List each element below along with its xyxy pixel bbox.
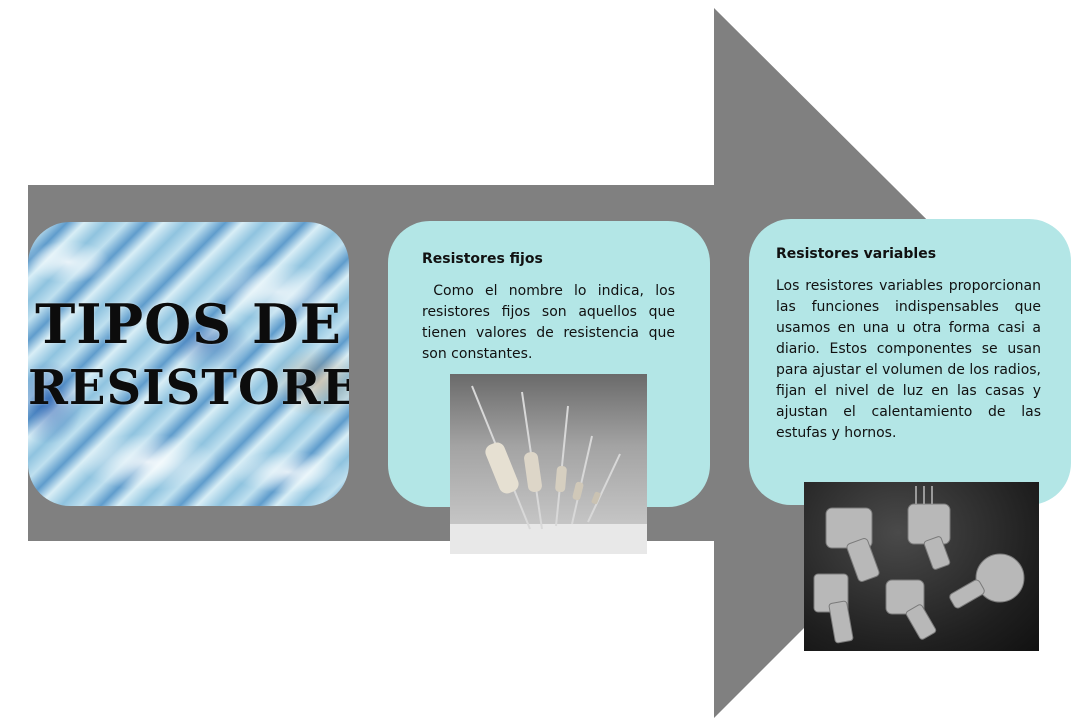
title-line-2: resistores — [28, 360, 349, 416]
variable-resistors-card: Resistores variables Los resistores vari… — [749, 219, 1071, 505]
fixed-resistors-heading: Resistores fijos — [422, 251, 543, 267]
fixed-resistors-description: Como el nombre lo indica, los resistores… — [422, 283, 680, 362]
variable-resistors-photo — [804, 482, 1039, 651]
fixed-resistors-photo — [450, 374, 647, 554]
title-line-1: Tipos de — [35, 292, 342, 356]
variable-resistors-heading: Resistores variables — [776, 246, 937, 262]
variable-resistors-description: Los resistores variables proporcionan la… — [776, 278, 1041, 441]
title-card: Tipos de resistores — [28, 222, 349, 506]
fixed-resistors-card: Resistores fijos Como el nombre lo indic… — [388, 221, 710, 507]
title-heading: Tipos de resistores — [28, 292, 349, 420]
